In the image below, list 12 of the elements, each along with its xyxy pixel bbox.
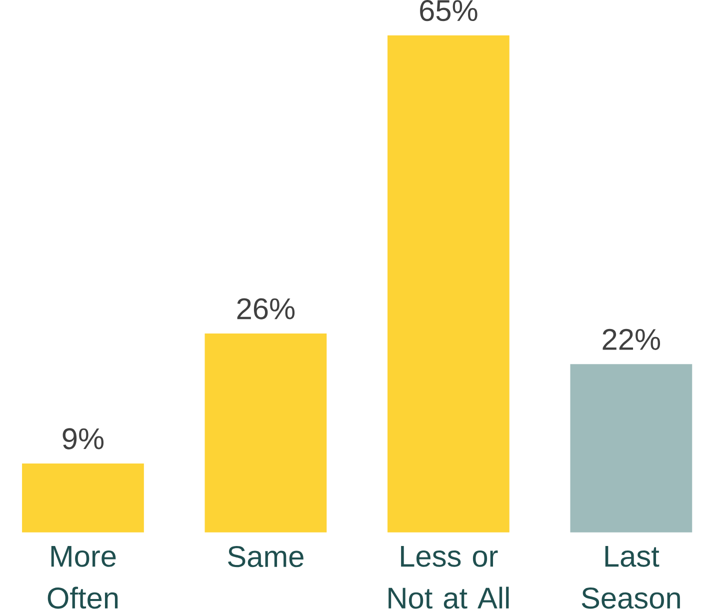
x-tick-label: Less or Not at All	[388, 546, 509, 609]
data-label: 22%	[602, 328, 660, 350]
x-tick-label: Same	[228, 546, 304, 568]
data-label: 26%	[237, 298, 295, 320]
bar	[22, 464, 144, 532]
data-label: 65%	[420, 0, 478, 22]
data-label: 9%	[62, 428, 104, 450]
bar	[204, 334, 327, 532]
bar	[388, 35, 510, 532]
x-tick-label: Last Season	[582, 546, 680, 609]
bar	[570, 364, 692, 532]
x-tick-label: More Often	[48, 546, 118, 609]
